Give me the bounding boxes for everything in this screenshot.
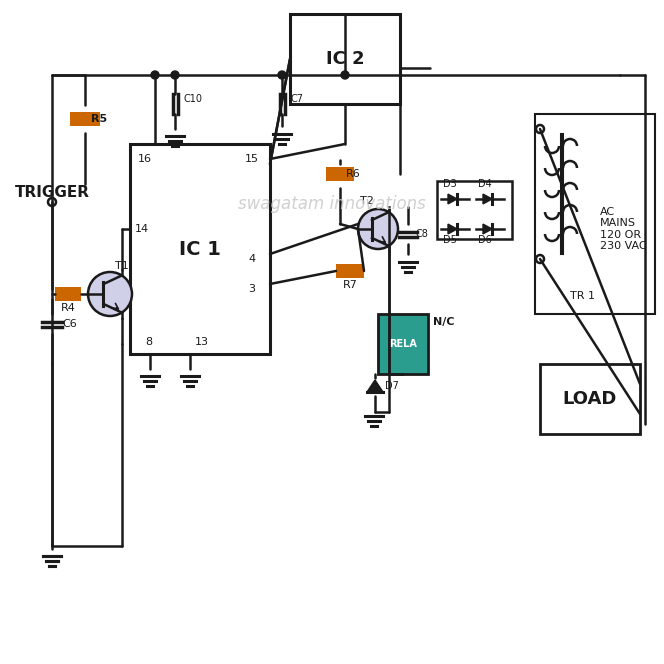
Text: LOAD: LOAD: [563, 390, 617, 408]
Circle shape: [536, 255, 544, 263]
Bar: [535, 114, 655, 314]
Text: 8: 8: [145, 337, 152, 347]
Polygon shape: [448, 194, 457, 204]
Bar: [378, 314, 428, 374]
Text: T1: T1: [115, 261, 129, 271]
Bar: [55, 287, 81, 301]
Text: R7: R7: [343, 280, 357, 290]
Text: TR 1: TR 1: [570, 291, 595, 301]
Text: 4: 4: [248, 254, 255, 264]
Bar: [540, 364, 640, 434]
Text: D5: D5: [443, 235, 457, 245]
Text: 14: 14: [135, 224, 149, 234]
Bar: [336, 264, 364, 278]
Bar: [70, 112, 100, 126]
Bar: [326, 167, 354, 181]
Bar: [437, 181, 512, 239]
Text: D6: D6: [478, 235, 492, 245]
Text: RELA: RELA: [389, 339, 417, 349]
Text: D3: D3: [443, 179, 457, 189]
Bar: [290, 14, 400, 104]
Circle shape: [151, 71, 159, 79]
Circle shape: [171, 71, 179, 79]
Text: TRIGGER: TRIGGER: [15, 185, 90, 199]
Text: R6: R6: [346, 169, 361, 179]
Text: IC 2: IC 2: [325, 50, 365, 68]
Circle shape: [358, 209, 398, 249]
Text: T2: T2: [360, 196, 374, 206]
Text: R4: R4: [60, 303, 76, 313]
Circle shape: [341, 71, 349, 79]
Circle shape: [88, 272, 132, 316]
Circle shape: [536, 125, 544, 133]
Text: swagatam innovations: swagatam innovations: [238, 195, 426, 213]
Text: IC 1: IC 1: [179, 240, 221, 258]
Text: AC
MAINS
120 OR
230 VAC: AC MAINS 120 OR 230 VAC: [600, 207, 647, 252]
Bar: [130, 144, 270, 354]
Text: D7: D7: [385, 381, 399, 391]
Text: 15: 15: [245, 154, 259, 164]
Text: C8: C8: [415, 229, 428, 239]
Polygon shape: [448, 224, 457, 234]
Polygon shape: [483, 194, 492, 204]
Circle shape: [48, 198, 56, 206]
Text: 16: 16: [138, 154, 152, 164]
Text: 13: 13: [195, 337, 209, 347]
Circle shape: [278, 71, 286, 79]
Text: D4: D4: [478, 179, 492, 189]
Polygon shape: [367, 380, 383, 392]
Text: C6: C6: [62, 319, 77, 329]
Text: N/C: N/C: [433, 317, 454, 327]
Text: C7: C7: [290, 94, 303, 104]
Text: 3: 3: [248, 284, 255, 294]
Text: R5: R5: [91, 114, 107, 124]
Polygon shape: [483, 224, 492, 234]
Text: C10: C10: [183, 94, 202, 104]
